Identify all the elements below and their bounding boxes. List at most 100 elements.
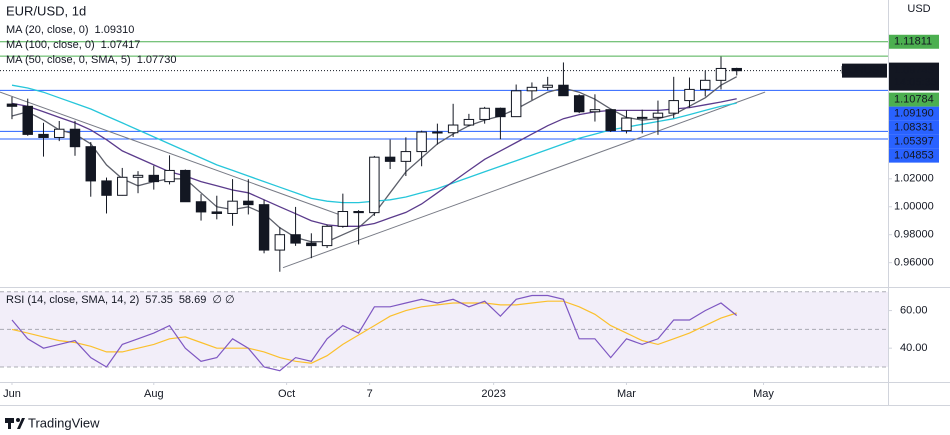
x-tick-label: Aug bbox=[144, 388, 164, 400]
candle-body bbox=[54, 128, 65, 138]
logo-part bbox=[16, 418, 20, 422]
candle-body bbox=[447, 124, 459, 134]
candle-body bbox=[22, 105, 33, 135]
candle-body bbox=[353, 211, 364, 214]
legend-value: 1.07730 bbox=[137, 54, 177, 66]
candle-body bbox=[132, 174, 144, 178]
candle-body bbox=[668, 100, 679, 114]
price-label-box bbox=[889, 134, 939, 149]
symbol-label: EURUSD bbox=[841, 65, 888, 77]
rsi-title: RSI (14, close, SMA, 14, 2) bbox=[6, 294, 139, 306]
x-tick-label: 7 bbox=[367, 388, 373, 400]
candle-body bbox=[542, 84, 553, 88]
legend-name: MA (50, close, 0, SMA, 5) bbox=[6, 54, 131, 66]
candle-body bbox=[684, 88, 695, 102]
rsi-tick-label: 40.00 bbox=[900, 342, 928, 354]
rsi-line bbox=[11, 300, 737, 364]
candle-body bbox=[258, 204, 270, 251]
candle-body bbox=[69, 128, 81, 148]
candle-body bbox=[526, 86, 538, 92]
y-tick-label: 1.02000 bbox=[894, 173, 934, 185]
candle-body bbox=[589, 109, 601, 113]
candle-body bbox=[432, 131, 443, 134]
candle-body bbox=[227, 200, 238, 214]
candle-body bbox=[6, 103, 18, 107]
price-label-box bbox=[889, 106, 939, 121]
price-label: 1.09190 bbox=[894, 108, 934, 120]
rsi-value: 58.69 bbox=[179, 294, 207, 306]
brand-name: TradingView bbox=[28, 415, 100, 430]
candle-body bbox=[400, 151, 412, 162]
legend-name: MA (100, close, 0) bbox=[6, 39, 95, 51]
candle-body bbox=[573, 95, 585, 113]
symbol-box bbox=[842, 63, 887, 78]
y-tick-label: 0.96000 bbox=[894, 257, 934, 269]
candle-body bbox=[243, 200, 254, 206]
logo-part bbox=[8, 418, 11, 429]
price-label: 1.05397 bbox=[894, 136, 934, 148]
candle-body bbox=[101, 180, 112, 196]
candle-body bbox=[605, 109, 616, 132]
x-tick-label: 2023 bbox=[481, 388, 505, 400]
y-tick-label: 0.98000 bbox=[894, 229, 934, 241]
price-label-box bbox=[889, 148, 939, 163]
x-tick-label: Jun bbox=[3, 388, 21, 400]
rsi-line bbox=[11, 294, 738, 372]
candle-body bbox=[621, 117, 632, 132]
candle-body bbox=[306, 242, 317, 247]
candle-body bbox=[211, 211, 223, 214]
rsi-extra: ∅ ∅ bbox=[212, 294, 234, 306]
candle-body bbox=[38, 133, 49, 138]
price-label-box bbox=[889, 34, 939, 49]
moving-average-line bbox=[11, 98, 737, 227]
last-price-box bbox=[889, 62, 939, 91]
candle-body bbox=[274, 234, 286, 251]
y-tick-label: 1.00000 bbox=[894, 201, 934, 213]
price-label-box bbox=[889, 92, 939, 107]
candle-body bbox=[715, 67, 727, 81]
candle-body bbox=[479, 107, 490, 120]
candle-body bbox=[463, 118, 475, 126]
candle-body bbox=[337, 211, 349, 227]
candle-body bbox=[652, 112, 664, 118]
brand-logo: TradingView bbox=[5, 415, 100, 430]
currency-label: USD bbox=[907, 3, 930, 15]
candle-body bbox=[384, 156, 396, 162]
x-tick-label: Mar bbox=[617, 388, 636, 400]
rsi-tick-label: 60.00 bbox=[900, 304, 928, 316]
legend-value: 1.09310 bbox=[95, 24, 135, 36]
legend-value: 1.07417 bbox=[101, 39, 141, 51]
candle-body bbox=[495, 107, 506, 118]
plot-layer: 0.96000 0.98000 1.00000 1.02000 Jun Aug Oct 7 20… bbox=[0, 3, 939, 400]
price-label-box bbox=[889, 120, 939, 135]
candle-body bbox=[148, 174, 160, 183]
legend-name: MA (20, close, 0) bbox=[6, 24, 89, 36]
x-tick-label: Oct bbox=[278, 388, 295, 400]
candle-body bbox=[731, 67, 742, 72]
candle-body bbox=[85, 146, 96, 182]
trendline bbox=[282, 91, 766, 269]
x-tick-label: May bbox=[753, 388, 774, 400]
candle-body bbox=[416, 131, 427, 153]
candle-body bbox=[700, 79, 711, 90]
logo-part bbox=[17, 418, 25, 429]
last-price-label: 1.09745 bbox=[894, 65, 934, 77]
candle-body bbox=[321, 225, 333, 247]
trendline bbox=[0, 91, 340, 216]
chart-title: EUR/USD, 1d bbox=[6, 3, 86, 18]
price-label: 1.04853 bbox=[894, 150, 934, 162]
price-label: 1.10784 bbox=[894, 94, 934, 106]
candle-body bbox=[636, 116, 648, 119]
candle-body bbox=[510, 90, 522, 118]
candle-body bbox=[164, 169, 175, 183]
candle-body bbox=[180, 169, 191, 203]
candle-body bbox=[195, 201, 207, 213]
price-label: 1.08331 bbox=[894, 122, 934, 134]
candle-body bbox=[117, 176, 128, 196]
rsi-value: 57.35 bbox=[145, 294, 173, 306]
countdown-label: 14:05:33 bbox=[894, 77, 937, 89]
candle-body bbox=[558, 84, 569, 97]
